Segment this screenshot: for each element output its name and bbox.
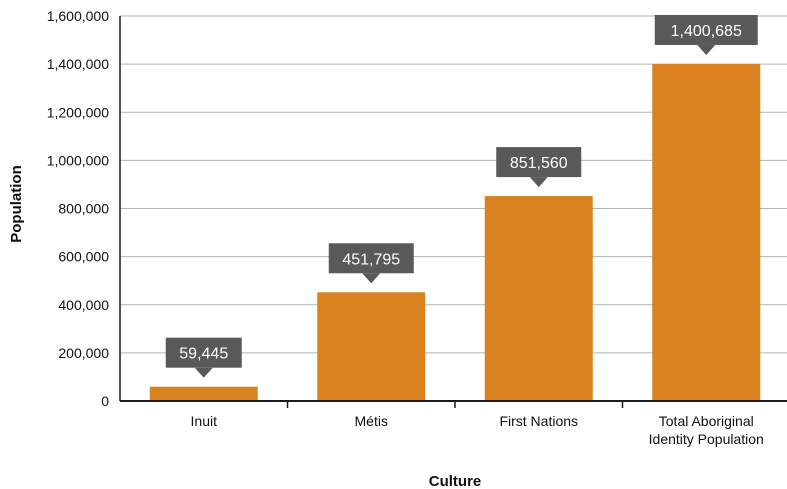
gridlines — [120, 15, 787, 354]
x-axis: Inuit Métis First Nations Total Aboriginal I… — [119, 16, 787, 447]
data-label: 851,560 — [496, 147, 582, 188]
bar — [484, 196, 593, 401]
y-tick-label: 400,000 — [58, 297, 109, 313]
data-label-box — [328, 243, 414, 274]
data-label: 1,400,685 — [654, 14, 758, 55]
y-tick-label: 800,000 — [58, 201, 109, 217]
data-label: 59,445 — [165, 337, 242, 378]
data-label-pointer — [529, 177, 548, 188]
y-tick-label: 1,600,000 — [47, 8, 109, 24]
data-label-text: 851,560 — [510, 155, 568, 172]
data-label: 451,795 — [328, 243, 414, 284]
x-tick-label: First Nations — [499, 413, 578, 429]
y-tick-label: 0 — [101, 393, 109, 409]
bars — [149, 63, 761, 401]
data-label-box — [165, 337, 242, 368]
x-tick-label: Total Aboriginal Identity Population — [649, 413, 764, 447]
y-tick-label: 1,000,000 — [47, 152, 109, 168]
y-tick-label: 1,200,000 — [47, 104, 109, 120]
x-tick-label: Inuit — [191, 413, 218, 429]
bar — [652, 63, 761, 401]
data-label-text: 59,445 — [179, 346, 228, 363]
y-tick-label: 1,400,000 — [47, 56, 109, 72]
data-label-pointer — [697, 44, 716, 55]
y-tick-label: 600,000 — [58, 249, 109, 265]
data-labels: 59,445 451,795 851,560 1,400,685 — [165, 14, 758, 378]
y-axis-title: Population — [8, 165, 25, 243]
data-label-text: 451,795 — [342, 251, 400, 268]
x-tick-label: Métis — [355, 413, 388, 429]
data-label-box — [654, 14, 758, 45]
data-label-pointer — [194, 367, 213, 378]
y-axis-ticks: 0 200,000 400,000 600,000 800,000 1,000,000 1,… — [47, 8, 110, 409]
data-label-text: 1,400,685 — [671, 23, 742, 40]
x-axis-title: Culture — [429, 473, 482, 489]
data-label-box — [496, 147, 582, 178]
data-label-pointer — [362, 273, 381, 284]
bar — [317, 292, 426, 401]
bar — [149, 386, 258, 401]
y-tick-label: 200,000 — [58, 345, 109, 361]
